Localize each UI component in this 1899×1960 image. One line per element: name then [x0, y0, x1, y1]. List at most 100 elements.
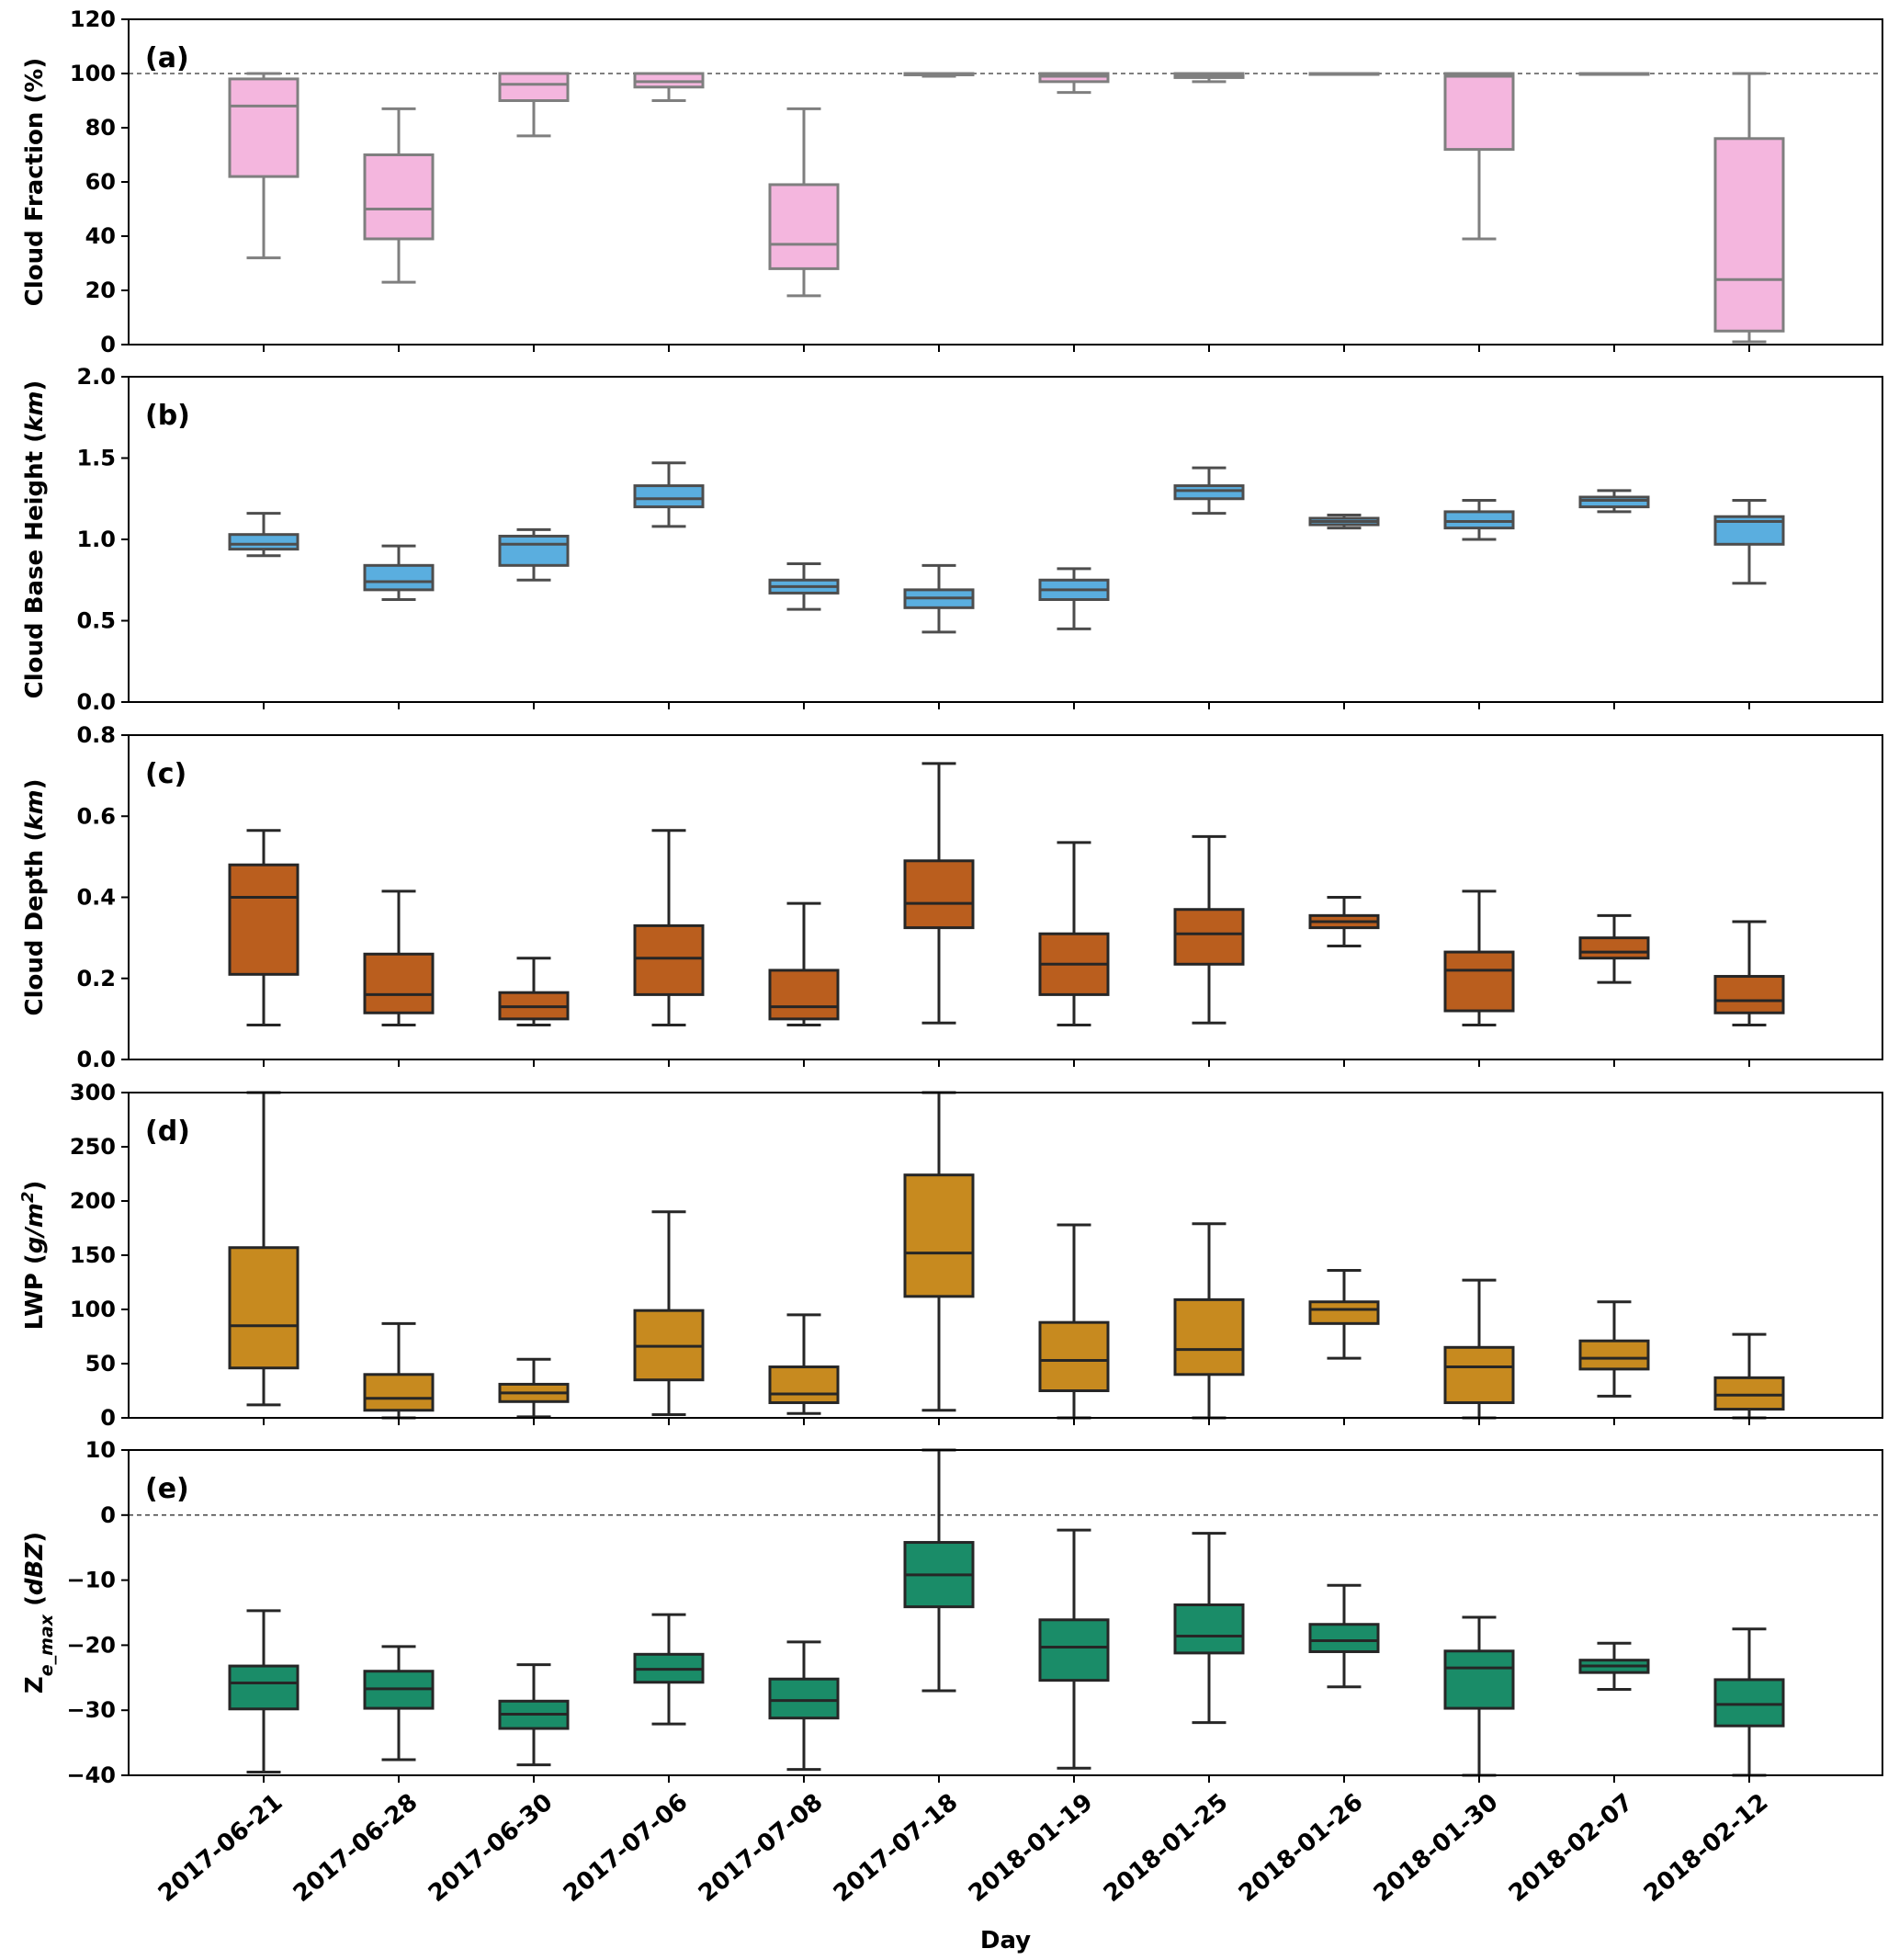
box-2017-07-06 [633, 72, 705, 102]
y-tick-label: 2.0 [76, 364, 116, 390]
box-iqr [1038, 1618, 1110, 1682]
box-2017-06-21 [228, 1091, 300, 1407]
box-iqr [1443, 1345, 1515, 1404]
y-tick-label: 20 [85, 278, 116, 303]
y-tick-label: 0.8 [76, 722, 116, 748]
y-tick-label: 40 [85, 223, 116, 249]
box-2018-02-12 [1713, 1627, 1785, 1777]
box-iqr [1308, 1300, 1380, 1325]
panel-label: (d) [145, 1116, 190, 1148]
box-2017-07-18 [903, 1448, 975, 1693]
y-label-paren: ) [21, 778, 49, 789]
axes-frame [128, 376, 1883, 703]
y-tick-label: 120 [70, 6, 116, 32]
box-2017-06-28 [363, 889, 435, 1026]
y-axis-label: Cloud Depth (km) [21, 778, 49, 1015]
x-tick-label: 2018-01-26 [1234, 1788, 1369, 1908]
box-2018-01-19 [1038, 567, 1110, 630]
box-2017-06-28 [363, 544, 435, 601]
y-tick-label: 0.2 [76, 966, 116, 991]
panel-e: −40 −30 −20 −10 0 10 (e) Ze_max (dBZ) [21, 1437, 1883, 1788]
box-iqr [363, 563, 435, 592]
box-2018-02-07 [1578, 913, 1650, 984]
y-label-paren: ( [21, 1595, 49, 1614]
x-tick-label: 2017-07-08 [694, 1788, 829, 1908]
box-iqr [498, 534, 570, 567]
panel-label: (b) [145, 400, 190, 432]
x-tick-label: 2017-06-21 [153, 1788, 288, 1908]
box-2017-07-06 [633, 461, 705, 528]
box-2018-02-07 [1578, 1641, 1650, 1692]
box-iqr [1443, 510, 1515, 530]
box-2017-07-08 [768, 1313, 840, 1415]
box-iqr [1578, 936, 1650, 960]
y-label-paren: ) [21, 380, 49, 391]
y-tick-label: 0.5 [76, 608, 116, 634]
y-tick-label: −40 [66, 1762, 116, 1788]
x-tick-label: 2018-01-30 [1369, 1788, 1504, 1908]
box-2018-02-12 [1713, 920, 1785, 1026]
y-tick-label: 0.0 [76, 1047, 116, 1072]
box-2017-06-21 [228, 512, 300, 558]
panel-label: (e) [145, 1473, 189, 1505]
box-2018-01-26 [1308, 1583, 1380, 1689]
axes-frame [128, 1449, 1883, 1776]
y-tick-label: 0.0 [76, 689, 116, 715]
x-axis-label: Day [980, 1927, 1031, 1954]
box-iqr [1443, 72, 1515, 152]
box-2018-01-25 [1173, 1532, 1245, 1725]
box-iqr [228, 77, 300, 178]
box-2017-06-21 [228, 829, 300, 1026]
box-2017-07-06 [633, 1210, 705, 1416]
x-tick-label: 2017-07-18 [829, 1788, 964, 1908]
x-axis-labels: 2017-06-21 2017-06-28 2017-06-30 2017-07-06… [153, 1788, 1774, 1908]
y-label-text: Cloud Fraction (%) [21, 58, 49, 307]
box-2018-01-30 [1443, 499, 1515, 541]
box-2018-01-26 [1308, 1269, 1380, 1360]
box-2018-01-19 [1038, 1528, 1110, 1770]
box-iqr [1578, 495, 1650, 509]
box-iqr [1713, 1678, 1785, 1728]
box-2018-02-07 [1578, 489, 1650, 514]
panel-c: 0.0 0.2 0.4 0.6 0.8 (c) Cloud Depth (km) [21, 722, 1883, 1072]
y-axis-label: Ze_max (dBZ) [21, 1532, 57, 1694]
y-tick-label: 0.6 [76, 803, 116, 829]
box-iqr [1308, 1623, 1380, 1653]
y-tick-label: 150 [70, 1242, 116, 1268]
box-iqr [228, 863, 300, 976]
box-2017-07-08 [768, 107, 840, 298]
y-tick-label: −20 [66, 1632, 116, 1658]
box-iqr [1173, 484, 1245, 501]
box-iqr [1443, 1649, 1515, 1710]
y-tick-label: 200 [70, 1188, 116, 1214]
x-tick-label: 2017-06-28 [288, 1788, 424, 1908]
box-iqr [363, 153, 435, 241]
y-label-text: Cloud Depth [21, 850, 49, 1016]
y-tick-label: 80 [85, 115, 116, 141]
x-tick-label: 2018-02-07 [1504, 1788, 1639, 1908]
y-axis-label: Cloud Fraction (%) [21, 58, 49, 307]
box-2017-06-21 [228, 1609, 300, 1773]
box-iqr [228, 533, 300, 551]
y-tick-label: 60 [85, 169, 116, 195]
box-iqr [768, 183, 840, 270]
panel-b: 0.0 0.5 1.0 1.5 2.0 (b) Cloud Base Height (km) [21, 364, 1883, 715]
box-iqr [1443, 950, 1515, 1013]
y-tick-label: 1.0 [76, 527, 116, 552]
box-iqr [1173, 1297, 1245, 1377]
y-tick-label: 0.4 [76, 885, 116, 911]
box-2018-01-19 [1038, 1223, 1110, 1420]
box-iqr [768, 1365, 840, 1404]
box-2017-07-08 [768, 1640, 840, 1772]
y-tick-label: 300 [70, 1080, 116, 1105]
x-tick-label: 2018-02-12 [1639, 1788, 1774, 1908]
box-iqr [363, 952, 435, 1014]
y-tick-label: −10 [66, 1568, 116, 1593]
box-iqr [228, 1246, 300, 1370]
box-2018-01-19 [1038, 72, 1110, 95]
x-tick-label: 2017-06-30 [424, 1788, 559, 1908]
box-2017-06-30 [498, 72, 570, 138]
box-iqr [903, 1173, 975, 1298]
y-label-paren: ( [21, 432, 49, 451]
